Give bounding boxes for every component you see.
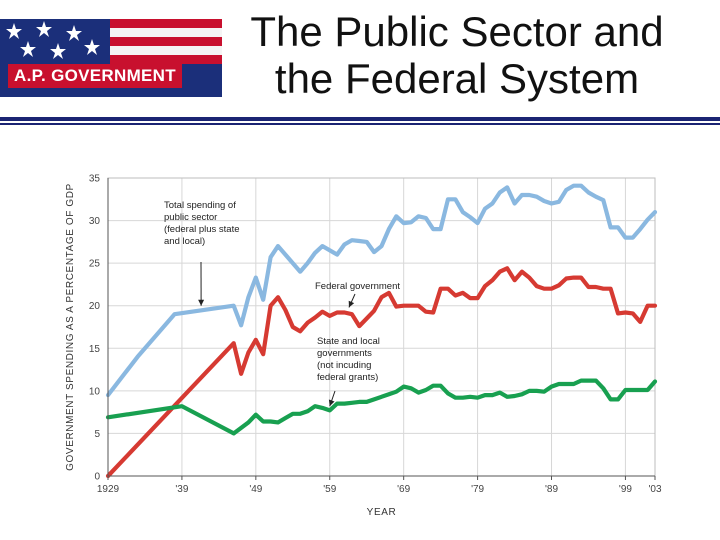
annotation-total-spending-line-2: public sector <box>164 212 217 223</box>
y-tick-label-10: 10 <box>89 386 101 397</box>
y-tick-label-30: 30 <box>89 216 101 227</box>
annotation-state-local-line-2: governments <box>317 348 372 359</box>
chart-axes: 0 5 10 15 20 25 30 35 1929 '39 '49 '59 '69 '79 '89 '99 '… <box>65 174 662 519</box>
y-tick-label-25: 25 <box>89 259 101 270</box>
x-tick-label-2003: '03 <box>648 484 661 495</box>
y-tick-label-0: 0 <box>94 472 100 483</box>
annotation-state-local-line-3: (not incuding <box>317 360 371 371</box>
y-tick-label-5: 5 <box>94 429 100 440</box>
header-rule-thin <box>0 123 720 125</box>
annotation-total-spending-line-1: Total spending of <box>164 200 236 211</box>
annotation-total-spending-arrowhead <box>198 299 205 306</box>
series-line-state-local <box>105 378 658 436</box>
annotation-state-local-line-4: federal grants) <box>317 372 378 383</box>
y-tick-label-20: 20 <box>89 301 101 312</box>
annotation-state-local-arrowhead <box>328 399 335 407</box>
page-title-line-2: the Federal System <box>274 55 640 102</box>
x-tick-label-1969: '69 <box>397 484 410 495</box>
y-axis-label: GOVERNMENT SPENDING AS A PERCENTAGE OF G… <box>65 183 76 471</box>
y-tick-label-35: 35 <box>89 174 101 185</box>
series-line-total-spending <box>105 183 658 398</box>
annotation-federal-line-1: Federal government <box>315 281 400 292</box>
x-tick-label-1999: '99 <box>619 484 632 495</box>
annotation-total-spending-line-3: (federal plus state <box>164 224 240 235</box>
x-tick-label-1929: 1929 <box>97 484 120 495</box>
annotation-federal: Federal government <box>315 281 400 308</box>
chart-series <box>105 183 658 479</box>
logo-text: A.P. GOVERNMENT <box>8 64 182 88</box>
x-tick-label-1979: '79 <box>471 484 484 495</box>
x-tick-label-1989: '89 <box>545 484 558 495</box>
x-tick-label-1949: '49 <box>249 484 262 495</box>
header-rule <box>0 117 720 121</box>
ap-government-logo: A.P. GOVERNMENT <box>0 19 222 97</box>
x-axis-label: YEAR <box>367 507 397 518</box>
x-tick-label-1959: '59 <box>323 484 336 495</box>
page-title: The Public Sector and the Federal System <box>222 8 692 102</box>
annotation-state-local-line-1: State and local <box>317 336 380 347</box>
x-tick-label-1939: '39 <box>175 484 188 495</box>
page-title-line-1: The Public Sector and <box>250 8 664 55</box>
y-tick-label-15: 15 <box>89 344 101 355</box>
series-line-federal <box>105 266 658 479</box>
annotation-federal-arrowhead <box>348 300 355 308</box>
annotation-total-spending-line-4: and local) <box>164 236 205 247</box>
